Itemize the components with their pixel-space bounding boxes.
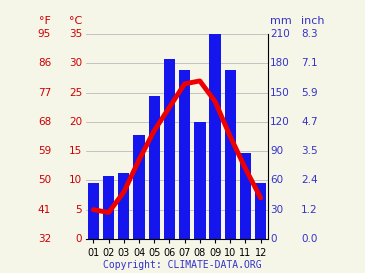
- Text: °C: °C: [69, 16, 82, 26]
- Text: 5.9: 5.9: [301, 88, 318, 98]
- Text: 0: 0: [270, 234, 277, 244]
- Text: 60: 60: [270, 175, 283, 185]
- Bar: [118, 173, 130, 239]
- Text: inch: inch: [301, 16, 324, 26]
- Text: 0: 0: [76, 234, 82, 244]
- Text: 180: 180: [270, 58, 290, 68]
- Bar: [179, 70, 190, 239]
- Bar: [133, 135, 145, 239]
- Bar: [164, 58, 175, 239]
- Text: 77: 77: [38, 88, 51, 98]
- Text: °F: °F: [39, 16, 51, 26]
- Text: 10: 10: [69, 175, 82, 185]
- Text: 50: 50: [38, 175, 51, 185]
- Text: 30: 30: [270, 205, 283, 215]
- Text: 95: 95: [38, 29, 51, 39]
- Text: 59: 59: [38, 146, 51, 156]
- Text: 32: 32: [38, 234, 51, 244]
- Text: 1.2: 1.2: [301, 205, 318, 215]
- Text: 15: 15: [69, 146, 82, 156]
- Bar: [194, 122, 205, 239]
- Text: 5: 5: [76, 205, 82, 215]
- Text: 20: 20: [69, 117, 82, 127]
- Bar: [210, 31, 221, 239]
- Text: 30: 30: [69, 58, 82, 68]
- Text: mm: mm: [270, 16, 292, 26]
- Bar: [240, 153, 251, 239]
- Bar: [224, 70, 236, 239]
- Text: 150: 150: [270, 88, 290, 98]
- Bar: [255, 183, 266, 239]
- Bar: [103, 176, 114, 239]
- Text: Copyright: CLIMATE-DATA.ORG: Copyright: CLIMATE-DATA.ORG: [103, 260, 262, 270]
- Text: 41: 41: [38, 205, 51, 215]
- Text: 7.1: 7.1: [301, 58, 318, 68]
- Text: 68: 68: [38, 117, 51, 127]
- Text: 25: 25: [69, 88, 82, 98]
- Text: 3.5: 3.5: [301, 146, 318, 156]
- Text: 8.3: 8.3: [301, 29, 318, 39]
- Bar: [88, 183, 99, 239]
- Text: 0.0: 0.0: [301, 234, 318, 244]
- Text: 120: 120: [270, 117, 290, 127]
- Text: 4.7: 4.7: [301, 117, 318, 127]
- Text: 35: 35: [69, 29, 82, 39]
- Text: 90: 90: [270, 146, 283, 156]
- Bar: [149, 96, 160, 239]
- Text: 86: 86: [38, 58, 51, 68]
- Text: 210: 210: [270, 29, 290, 39]
- Text: 2.4: 2.4: [301, 175, 318, 185]
